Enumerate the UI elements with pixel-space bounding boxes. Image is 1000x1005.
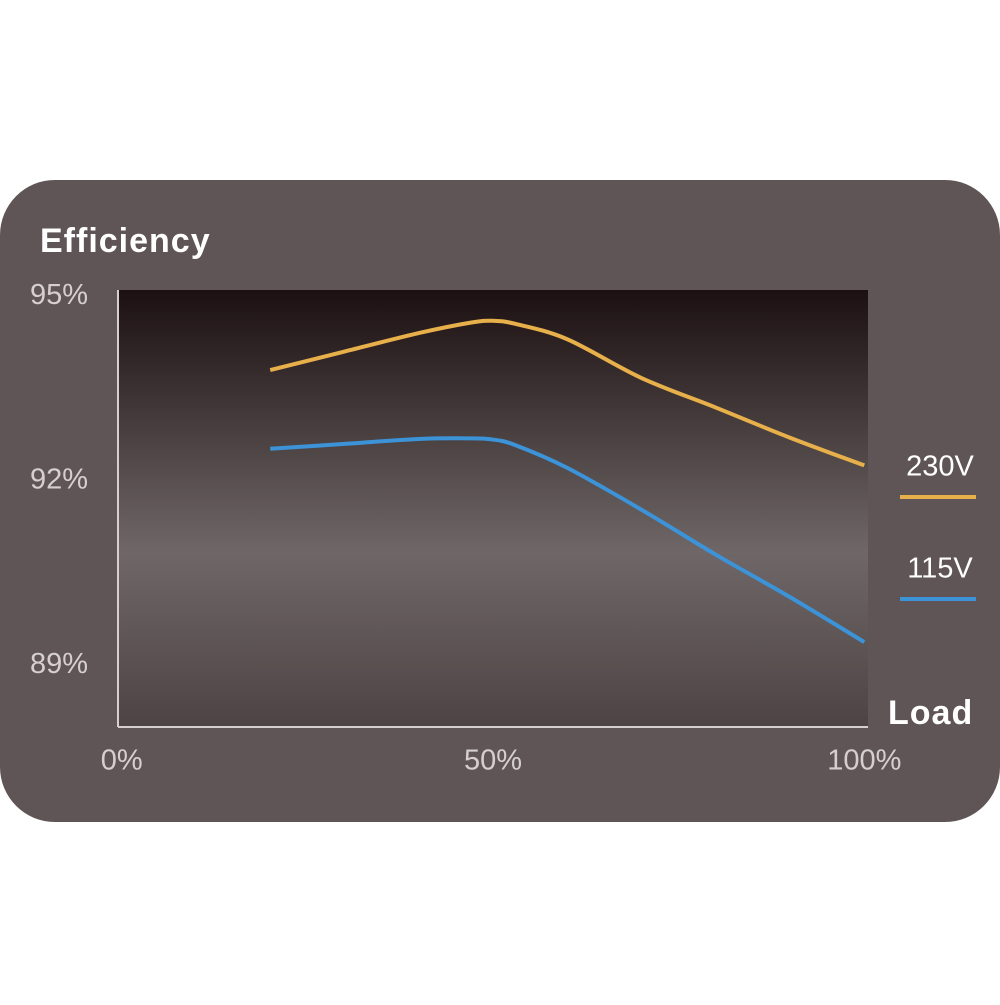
data-line xyxy=(269,318,865,468)
legend-label: 115V xyxy=(907,553,973,585)
x-tick-label: 0% xyxy=(101,745,143,777)
y-tick-label: 89% xyxy=(30,648,88,680)
x-axis-title: Load xyxy=(888,694,973,732)
y-axis-title: Efficiency xyxy=(40,222,211,260)
y-tick-label: 95% xyxy=(30,279,88,311)
x-tick-label: 100% xyxy=(827,745,901,777)
legend-label: 230V xyxy=(906,451,974,483)
x-tick-label: 50% xyxy=(464,745,522,777)
y-tick-label: 92% xyxy=(30,463,88,495)
data-line xyxy=(270,436,866,644)
plot-area xyxy=(118,290,868,727)
